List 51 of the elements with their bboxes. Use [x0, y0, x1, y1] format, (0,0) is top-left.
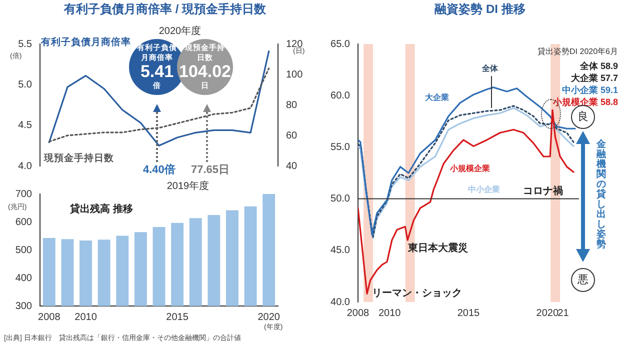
annotation: 大企業 57.7: [570, 73, 618, 84]
y-tick-label: 600: [15, 216, 32, 228]
y-tick-label: 4.0: [18, 160, 32, 172]
y-tick-label: 60.0: [330, 90, 350, 102]
x-tick-label: 2010: [378, 308, 402, 319]
text: 全体: [482, 64, 498, 74]
annotation: 悪: [571, 268, 595, 292]
text: 全体 58.9: [580, 61, 618, 72]
band-label: コロナ禍: [523, 186, 563, 198]
x-tick-label: 2010: [74, 312, 98, 323]
annotation: 貸出姿勢DI 2020年6月: [538, 47, 618, 56]
x-tick-label: 21: [558, 308, 570, 319]
y2-tick-label: 100: [286, 69, 304, 80]
y-tick-label: 400: [15, 272, 32, 284]
y-tick-label: 55.0: [330, 142, 350, 153]
band-label: リーマン・ショック: [372, 288, 462, 300]
text: 2019年度: [166, 181, 210, 192]
y-tick-label: 40.0: [330, 296, 350, 308]
text: 有利子負債月商倍率: [41, 37, 131, 49]
text: 中小企業: [468, 185, 500, 194]
annotation: 77.65日: [191, 164, 230, 177]
x-tick-label: 2020: [536, 308, 559, 319]
annotation: 良: [578, 111, 588, 123]
x-tick-label: 2008: [38, 312, 61, 323]
y-tick-label: 300: [15, 300, 32, 312]
series-label: 現預金手持日数: [44, 153, 114, 165]
text: 金融機関の貸し出し姿勢: [596, 139, 606, 250]
y-tick-label: 45.0: [330, 245, 350, 256]
annotation: 4.40倍: [143, 164, 176, 177]
x-tick-label: 2008: [346, 308, 370, 319]
annotation: 貸出残高 推移: [70, 204, 133, 216]
chart-title: 有利子負債月商倍率 / 現預金手持日数: [62, 2, 267, 17]
x-tick-label: 2015: [166, 312, 189, 323]
y2-tick-label: 80: [286, 100, 298, 111]
series-label: 小規模企業: [450, 164, 490, 174]
annotation: 中小企業 59.1: [562, 85, 618, 96]
band-label: 東日本大震災: [408, 243, 468, 254]
text: 2020年度: [158, 26, 202, 38]
y-tick-label: 4.5: [18, 120, 32, 132]
series-label: 大企業: [425, 93, 449, 102]
y-tick-label: 5.0: [18, 79, 32, 90]
x-tick-label: 2020: [258, 312, 280, 323]
y-tick-label: 65.0: [330, 38, 350, 50]
y-tick-label: 700: [15, 188, 32, 200]
y2-tick-label: 40: [286, 160, 298, 172]
y-tick-label: 500: [15, 244, 32, 256]
chart-title: 融資姿勢 DI 推移: [434, 2, 526, 17]
y-tick-label: 5.5: [18, 38, 32, 50]
y-tick-label: 50.0: [330, 194, 350, 205]
x-tick-label: 2015: [457, 308, 480, 319]
y2-tick-label: 60: [286, 130, 298, 142]
